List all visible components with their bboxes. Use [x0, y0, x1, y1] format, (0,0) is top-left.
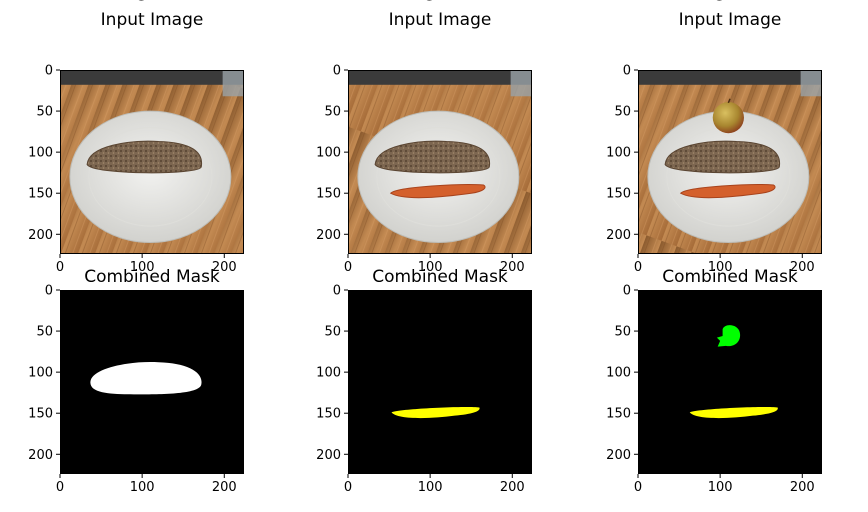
x-tick-label: 100 — [130, 260, 155, 275]
axes-frame — [638, 70, 822, 254]
glass-object — [222, 70, 244, 97]
carrot — [389, 184, 486, 199]
panel-title: Food Segmentation — [69, 0, 235, 2]
y-tick-label: 100 — [606, 366, 631, 381]
y-tick-label: 0 — [623, 284, 631, 299]
x-tick-label: 200 — [212, 260, 237, 275]
y-tick-label: 200 — [606, 448, 631, 463]
subplot-3: Food Segmentation Input Image 0 100 200 0 50 10… — [606, 0, 822, 275]
x-tick-label: 0 — [344, 260, 352, 275]
x-tick-label: 100 — [708, 260, 733, 275]
x-tick-label: 200 — [212, 480, 237, 495]
y-tick-label: 100 — [316, 146, 341, 161]
panel-title: Food Segmentation — [357, 0, 523, 2]
y-tick-label: 50 — [324, 325, 341, 340]
axes-frame — [60, 290, 244, 474]
y-tick-label: 150 — [28, 407, 53, 422]
y-tick-label: 100 — [28, 146, 53, 161]
plate-rim — [376, 127, 501, 227]
x-tick-label: 100 — [708, 480, 733, 495]
x-tick-label: 0 — [56, 260, 64, 275]
x-tick-label: 200 — [790, 260, 815, 275]
carrot — [679, 184, 776, 199]
y-tick-label: 50 — [324, 105, 341, 120]
y-tick-label: 200 — [28, 228, 53, 243]
white-plate — [357, 110, 520, 244]
countertop — [60, 70, 244, 85]
y-tick-label: 0 — [45, 64, 53, 79]
y-tick-label: 100 — [28, 366, 53, 381]
glass-object — [800, 70, 822, 97]
axes-frame — [638, 290, 822, 474]
y-tick-label: 150 — [316, 187, 341, 202]
axes-frame — [60, 70, 244, 254]
x-tick-label: 0 — [56, 480, 64, 495]
y-tick-label: 150 — [28, 187, 53, 202]
apple-stem — [727, 98, 731, 104]
panel-title: Combined Mask — [662, 267, 798, 287]
y-tick-label: 50 — [36, 325, 53, 340]
bread-slice — [664, 140, 781, 174]
y-tick-label: 100 — [606, 146, 631, 161]
x-tick-label: 0 — [634, 480, 642, 495]
apple-mask-region — [716, 325, 741, 347]
y-tick-label: 100 — [316, 366, 341, 381]
y-tick-label: 50 — [36, 105, 53, 120]
panel-title: Input Image — [389, 10, 492, 30]
subplot-4: Combined Mask 0 100 200 0 50 100 150 200 — [28, 267, 244, 495]
x-tick-label: 0 — [634, 260, 642, 275]
x-tick-label: 100 — [418, 480, 443, 495]
x-tick-label: 0 — [344, 480, 352, 495]
glass-object — [510, 70, 532, 97]
x-tick-label: 100 — [130, 480, 155, 495]
axes-frame — [348, 70, 532, 254]
y-tick-label: 0 — [333, 284, 341, 299]
panel-title: Combined Mask — [84, 267, 220, 287]
panel-title: Food Segmentation — [647, 0, 813, 2]
mask-background — [638, 290, 822, 474]
y-tick-label: 200 — [28, 448, 53, 463]
bread-slice — [86, 140, 203, 174]
y-tick-label: 200 — [316, 228, 341, 243]
y-tick-label: 50 — [614, 325, 631, 340]
x-tick-label: 200 — [500, 260, 525, 275]
x-tick-label: 100 — [418, 260, 443, 275]
mask-background — [348, 290, 532, 474]
subplot-1: Food Segmentation Input Image 0 100 200 0 50 10… — [28, 0, 244, 275]
subplot-2: Food Segmentation Input Image 0 100 200 0 50 10… — [316, 0, 532, 275]
plate-rim — [88, 127, 213, 227]
countertop — [638, 70, 822, 85]
panel-title: Combined Mask — [372, 267, 508, 287]
y-tick-label: 0 — [333, 64, 341, 79]
y-tick-label: 150 — [316, 407, 341, 422]
y-tick-label: 200 — [606, 228, 631, 243]
y-tick-label: 200 — [316, 448, 341, 463]
y-tick-label: 150 — [606, 187, 631, 202]
x-tick-label: 200 — [500, 480, 525, 495]
bread-mask-region — [90, 362, 202, 395]
bread-slice — [374, 140, 491, 174]
apple — [712, 102, 744, 134]
y-tick-label: 150 — [606, 407, 631, 422]
panel-title: Input Image — [101, 10, 204, 30]
carrot-mask-region — [689, 407, 778, 419]
x-tick-label: 200 — [790, 480, 815, 495]
subplot-5: Combined Mask 0 100 200 0 50 100 150 200 — [316, 267, 532, 495]
subplot-6: Combined Mask 0 100 200 0 50 100 150 200 — [606, 267, 822, 495]
axes-frame — [348, 290, 532, 474]
panel-title: Input Image — [679, 10, 782, 30]
y-tick-label: 50 — [614, 105, 631, 120]
white-plate — [69, 110, 232, 244]
y-tick-label: 0 — [45, 284, 53, 299]
carrot-mask-region — [391, 407, 480, 419]
countertop — [348, 70, 532, 85]
y-tick-label: 0 — [623, 64, 631, 79]
